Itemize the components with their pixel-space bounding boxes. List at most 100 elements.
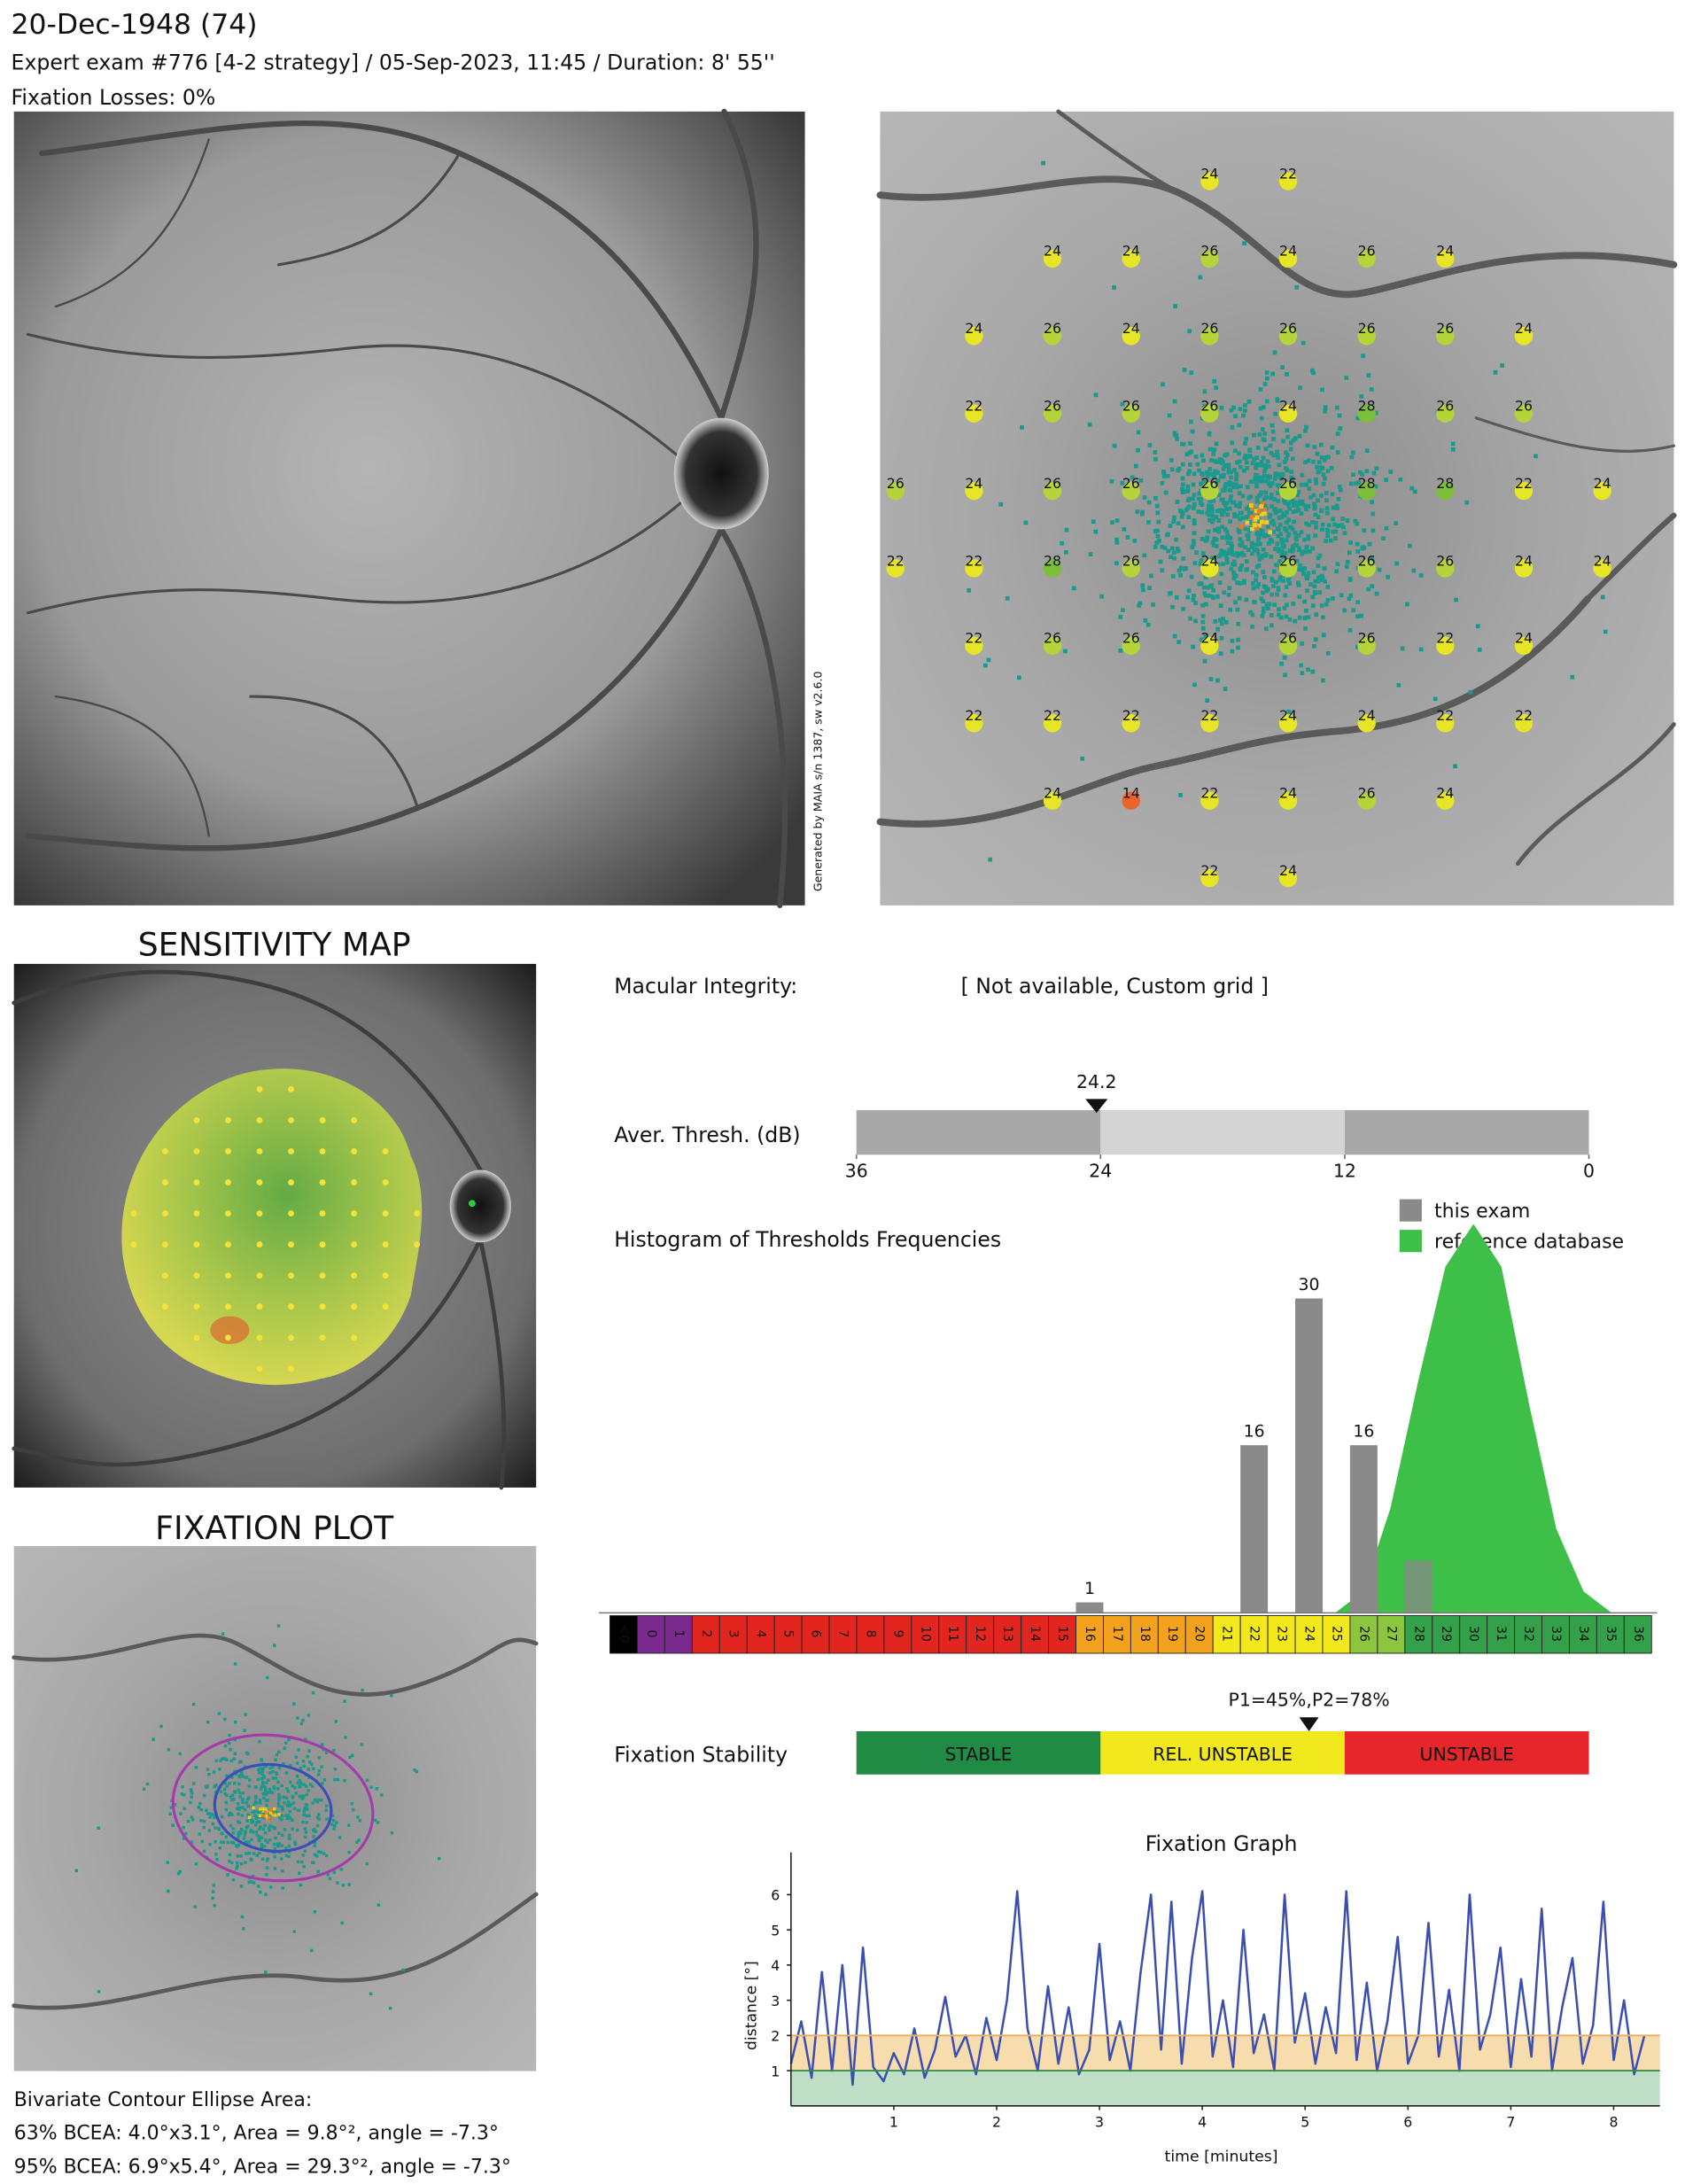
fixation-sample bbox=[1290, 549, 1295, 554]
fixation-sample bbox=[205, 1808, 208, 1812]
fixation-sample bbox=[1317, 468, 1323, 473]
fixation-sample bbox=[291, 1796, 295, 1799]
grid-value: 14 bbox=[1122, 785, 1140, 802]
fixation-sample bbox=[168, 1812, 172, 1816]
fixation-sample bbox=[281, 1808, 284, 1812]
fixation-sample bbox=[1232, 514, 1237, 519]
fixation-sample bbox=[1367, 541, 1372, 547]
fixation-sample bbox=[1246, 399, 1252, 404]
fixation-sample bbox=[1197, 468, 1201, 473]
fixation-sample bbox=[1137, 602, 1141, 608]
fixation-sample bbox=[321, 1782, 324, 1785]
fixation-sample bbox=[1313, 512, 1318, 517]
fixation-sample bbox=[301, 1718, 305, 1722]
fixation-sample bbox=[1270, 480, 1275, 486]
fixation-sample bbox=[1310, 595, 1316, 600]
grid-point bbox=[1514, 559, 1534, 578]
fixation-sample bbox=[317, 1768, 322, 1773]
fixation-sample bbox=[1200, 471, 1205, 476]
fixation-sample bbox=[1304, 521, 1308, 526]
fixation-sample bbox=[303, 1849, 307, 1853]
fixation-sample bbox=[1316, 579, 1321, 584]
fixation-sample bbox=[1215, 478, 1221, 484]
fixation-sample bbox=[1160, 568, 1165, 573]
grid-point bbox=[1043, 714, 1062, 733]
fixation-sample bbox=[1192, 501, 1197, 507]
fixation-sample bbox=[1242, 455, 1247, 461]
fixation-sample bbox=[1142, 553, 1147, 558]
fixation-sample bbox=[294, 1755, 299, 1759]
fixation-sample bbox=[1386, 574, 1391, 579]
fixation-sample bbox=[988, 857, 993, 862]
fixation-sample bbox=[241, 1775, 245, 1778]
x-axis-label: time [minutes] bbox=[1165, 2149, 1278, 2166]
fixation-sample bbox=[257, 1836, 261, 1840]
fixation-sample bbox=[296, 1860, 300, 1864]
grid-value: 24 bbox=[1279, 862, 1297, 879]
legend-swatch bbox=[1399, 1199, 1422, 1222]
fixation-sample bbox=[247, 1784, 251, 1788]
fixation-sample bbox=[1238, 464, 1243, 470]
fixation-sample bbox=[1136, 447, 1140, 453]
fixation-sample bbox=[1270, 423, 1275, 428]
fixation-sample bbox=[1302, 616, 1308, 620]
fixation-sample bbox=[1273, 471, 1278, 476]
fixation-sample bbox=[1240, 516, 1246, 520]
fixation-sample bbox=[1299, 530, 1304, 535]
fixation-sample bbox=[280, 1814, 284, 1818]
fixation-center bbox=[264, 1815, 268, 1818]
fixation-sample bbox=[1229, 566, 1234, 571]
fixation-sample bbox=[1093, 392, 1099, 398]
fixation-sample bbox=[237, 1833, 241, 1838]
grid-dot bbox=[256, 1303, 263, 1310]
grid-point bbox=[1357, 636, 1376, 656]
fixation-sample bbox=[1315, 464, 1319, 470]
fixation-sample bbox=[1200, 509, 1205, 515]
category-label: 30 bbox=[1466, 1626, 1480, 1642]
fixation-sample bbox=[1237, 595, 1242, 601]
fixation-sample bbox=[1247, 448, 1252, 453]
fixation-sample bbox=[223, 1781, 227, 1785]
grid-dot bbox=[288, 1241, 294, 1248]
fixation-sample bbox=[1306, 458, 1311, 463]
grid-value: 26 bbox=[1279, 320, 1297, 337]
fixation-sample bbox=[1299, 663, 1303, 668]
fixation-sample bbox=[373, 1818, 377, 1823]
fixation-sample bbox=[1238, 510, 1243, 516]
fixation-sample bbox=[299, 1767, 302, 1770]
fixation-sample bbox=[1237, 504, 1242, 509]
fixation-sample bbox=[1218, 508, 1223, 513]
fixation-sample bbox=[257, 1835, 261, 1838]
fixation-sample bbox=[230, 1798, 234, 1802]
fixation-sample bbox=[1263, 553, 1268, 558]
fixation-sample bbox=[235, 1861, 239, 1865]
fixation-sample bbox=[1147, 443, 1153, 447]
category-label: 35 bbox=[1603, 1626, 1618, 1642]
grid-value: 22 bbox=[1436, 707, 1454, 724]
device-note: Generated by MAIA s/n 1387, sw v2.6.0 bbox=[811, 671, 824, 891]
fixation-sample bbox=[1320, 527, 1324, 532]
fixation-sample bbox=[1214, 385, 1218, 391]
fixation-sample bbox=[1258, 541, 1263, 547]
fixation-sample bbox=[223, 1757, 227, 1760]
fixation-sample bbox=[1192, 518, 1197, 523]
fixation-sample bbox=[1283, 501, 1287, 505]
fixation-sample bbox=[289, 1763, 292, 1768]
fixation-sample bbox=[182, 1793, 186, 1797]
fixation-sample bbox=[1200, 626, 1206, 631]
fixation-sample bbox=[413, 1768, 416, 1772]
fixation-sample bbox=[1338, 487, 1343, 493]
fixation-sample bbox=[1345, 559, 1350, 564]
fixation-sample bbox=[1140, 509, 1145, 515]
fixation-sample bbox=[1255, 538, 1261, 543]
category-label: 21 bbox=[1220, 1626, 1234, 1642]
fixation-sample bbox=[1303, 608, 1308, 613]
fixation-sample bbox=[305, 1792, 308, 1797]
fixation-sample bbox=[1330, 445, 1335, 450]
fixation-sample bbox=[1175, 546, 1180, 551]
fixation-sample bbox=[1570, 674, 1575, 680]
fixation-sample bbox=[1323, 408, 1328, 414]
fixation-sample bbox=[229, 1759, 233, 1763]
grid-value: 24 bbox=[1122, 320, 1140, 337]
fixation-sample bbox=[1203, 633, 1208, 639]
